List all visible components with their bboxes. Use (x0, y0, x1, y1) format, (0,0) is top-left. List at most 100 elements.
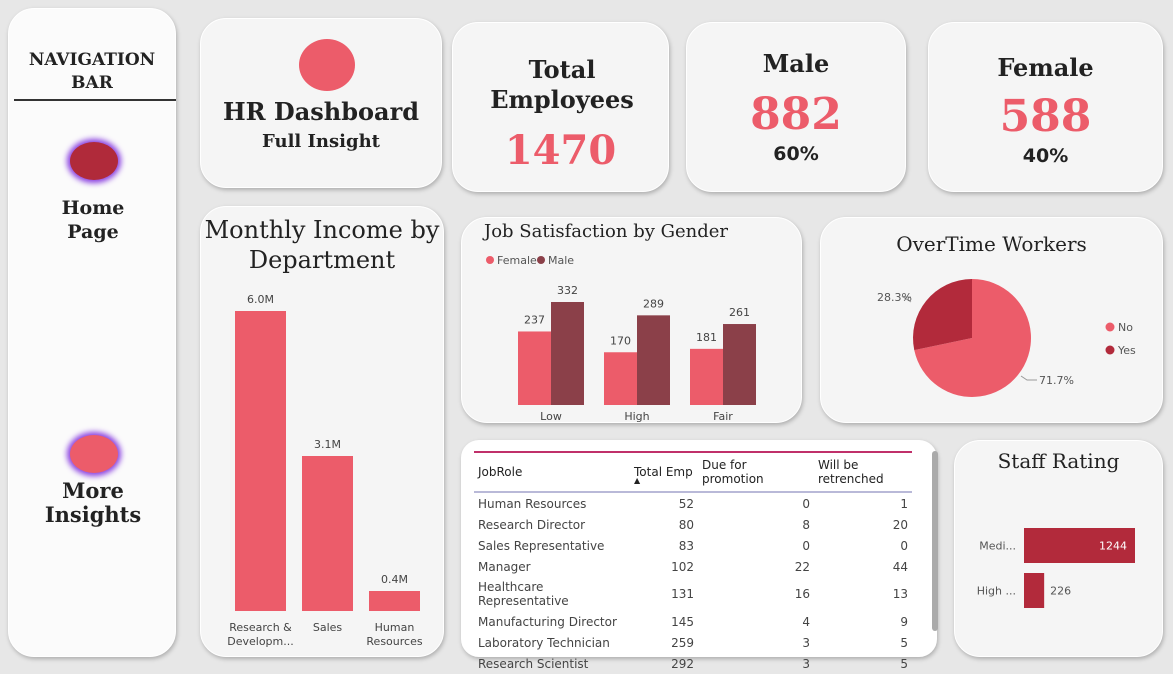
staff-rating-card: Staff Rating Medi... 1244 High ... 226 (954, 440, 1163, 657)
legend-label-yes: Yes (1117, 344, 1136, 357)
satisfaction-bar (723, 324, 756, 405)
staff-rating-chart: Medi... 1244 High ... 226 (977, 528, 1135, 608)
nav-title: NAVIGATION BAR (28, 50, 156, 93)
legend-label-no: No (1118, 321, 1133, 334)
legend-marker-yes (1105, 345, 1115, 355)
table-row[interactable]: Manufacturing Director 145 4 9 (474, 611, 912, 632)
legend-marker-no (1105, 322, 1115, 332)
satisfaction-data-label: 332 (557, 284, 578, 297)
table-header-row: JobRole Total Emp ▲ Due for promotion Wil… (474, 451, 912, 493)
income-category-label: Resources (366, 635, 422, 648)
income-category-label: Sales (313, 621, 343, 634)
cell-total-emp: 292 (671, 656, 694, 671)
job-satisfaction-title: Job Satisfaction by Gender (484, 221, 729, 242)
cell-due-promotion: 0 (802, 496, 810, 511)
cell-total-emp: 131 (671, 587, 694, 601)
rating-bar (1024, 573, 1045, 608)
income-data-label: 0.4M (381, 573, 408, 586)
table-scrollbar[interactable] (932, 451, 938, 631)
legend-label-female: Female (497, 254, 537, 267)
male-value: 882 (750, 89, 842, 140)
male-label: Male (762, 49, 830, 78)
female-card: Female 588 40% (928, 22, 1163, 192)
table-row[interactable]: Human Resources 52 0 1 (474, 492, 912, 514)
pie-slice-yes (913, 279, 972, 351)
overtime-title: OverTime Workers (896, 232, 1087, 256)
cell-jobrole: Manufacturing Director (478, 614, 617, 629)
rating-category-label: Medi... (979, 540, 1016, 553)
table-row[interactable]: Laboratory Technician 259 3 5 (474, 632, 912, 653)
cell-total-emp: 52 (678, 496, 694, 511)
satisfaction-data-label: 289 (643, 297, 664, 310)
total-employees-card: Total Employees 1470 (452, 22, 669, 192)
cell-total-emp: 145 (671, 614, 694, 629)
satisfaction-bar (551, 302, 584, 405)
rating-category-label: High ... (977, 585, 1016, 598)
cell-jobrole: Healthcare Representative (478, 580, 569, 608)
cell-retrenched: 0 (900, 538, 908, 553)
cell-total-emp: 83 (678, 538, 694, 553)
income-category-label: Developm... (227, 635, 294, 648)
cell-due-promotion: 16 (794, 587, 810, 601)
pie-slice-no (914, 279, 1031, 397)
pie-leader-yes (901, 296, 912, 303)
col-jobrole[interactable]: JobRole (474, 451, 630, 493)
income-category-label: Research & (229, 621, 292, 634)
cell-jobrole: Laboratory Technician (478, 635, 610, 650)
home-page-button[interactable]: Home Page (61, 197, 125, 243)
more-insights-button-icon[interactable] (70, 435, 118, 473)
more-insights-button[interactable]: More Insights (44, 478, 142, 527)
satisfaction-category-label: Fair (713, 410, 733, 423)
total-employees-value: 1470 (504, 127, 617, 174)
female-value: 588 (999, 91, 1092, 142)
income-category-label: Human (375, 621, 415, 634)
staff-rating-title: Staff Rating (997, 449, 1120, 473)
col-total-emp-label: Total Emp (634, 465, 693, 479)
cell-jobrole: Research Scientist (478, 656, 589, 671)
satisfaction-bar (637, 315, 670, 405)
cell-total-emp: 80 (678, 517, 694, 532)
cell-retrenched: 20 (892, 517, 908, 532)
income-bar (369, 591, 420, 611)
cell-retrenched: 1 (900, 496, 908, 511)
satisfaction-bar (690, 348, 723, 405)
pie-leader-no (1020, 375, 1037, 381)
overtime-card: OverTime Workers 71.7% 28.3% No Yes (820, 217, 1163, 423)
table-row[interactable]: Research Scientist 292 3 5 (474, 653, 912, 674)
table-row[interactable]: Manager 102 22 44 (474, 556, 912, 577)
satisfaction-data-label: 181 (696, 331, 717, 344)
cell-retrenched: 5 (900, 635, 908, 650)
satisfaction-bar (518, 331, 551, 405)
cell-due-promotion: 0 (802, 538, 810, 553)
male-percent: 60% (773, 143, 819, 165)
col-due-promotion[interactable]: Due for promotion (698, 451, 814, 493)
rating-data-label: 1244 (1099, 540, 1127, 553)
table-row[interactable]: Healthcare Representative 131 16 13 (474, 577, 912, 611)
monthly-income-chart: 6.0M Research &Developm... 3.1M Sales 0.4M Hu… (227, 293, 423, 648)
cell-due-promotion: 3 (802, 656, 810, 671)
income-data-label: 3.1M (314, 438, 341, 451)
job-role-table: JobRole Total Emp ▲ Due for promotion Wil… (474, 451, 912, 674)
col-total-emp[interactable]: Total Emp ▲ (630, 451, 698, 493)
table-row[interactable]: Sales Representative 83 0 0 (474, 535, 912, 556)
female-percent: 40% (1022, 145, 1069, 167)
overtime-chart: 71.7% 28.3% No Yes (877, 279, 1136, 397)
pie-label-yes: 28.3% (877, 291, 912, 304)
legend-marker-female (486, 256, 494, 264)
total-employees-label: Total Employees (490, 55, 634, 114)
cell-jobrole: Manager (478, 559, 531, 574)
table-row[interactable]: Research Director 80 8 20 (474, 514, 912, 535)
legend-marker-male (537, 256, 545, 264)
satisfaction-category-label: High (624, 410, 649, 423)
page-subtitle: Full Insight (262, 131, 380, 152)
cell-due-promotion: 3 (802, 635, 810, 650)
satisfaction-data-label: 261 (729, 306, 750, 319)
cell-total-emp: 259 (671, 635, 694, 650)
rating-data-label: 226 (1050, 585, 1071, 598)
satisfaction-data-label: 237 (524, 313, 545, 326)
col-retrenched[interactable]: Will be retrenched (814, 451, 912, 493)
satisfaction-category-label: Low (540, 410, 562, 423)
logo-icon (299, 39, 355, 91)
home-page-button-icon[interactable] (70, 142, 118, 180)
nav-divider (14, 99, 176, 101)
